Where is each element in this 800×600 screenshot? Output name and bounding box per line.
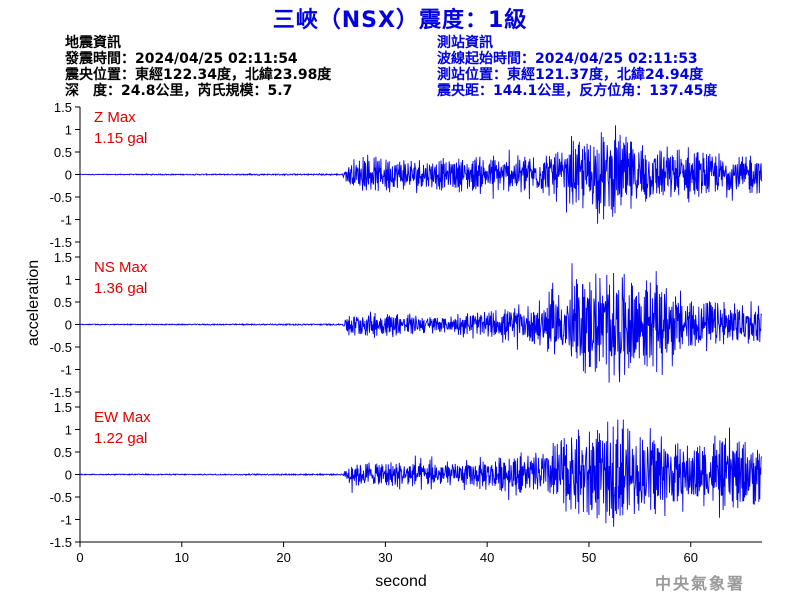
y-tick-label: 0.5 [54,445,72,460]
x-axis-title: second [375,573,427,590]
event-info-block: 地震資訊 發震時間：2024/04/25 02:11:54 震央位置：東經122… [65,35,331,99]
x-tick-label: 20 [276,550,290,565]
page-title: 三峽（NSX）震度：1級 [272,8,528,33]
y-tick-label: -1.5 [50,235,72,250]
y-tick-label: -1.5 [50,535,72,550]
y-tick-label: 0.5 [54,295,72,310]
origin-time: 發震時間：2024/04/25 02:11:54 [65,51,298,67]
station-location: 測站位置：東經121.37度，北緯24.94度 [437,67,704,83]
y-tick-label: 1.5 [54,100,72,115]
epicentral-distance: 震央距：144.1公里，反方位角：137.45度 [437,83,718,99]
waveform-ew [79,419,763,527]
y-tick-label: 1.5 [54,250,72,265]
x-tick-label: 60 [684,550,698,565]
panel-max-z: 1.15 gal [94,130,147,147]
epicenter-location: 震央位置：東經122.34度，北緯23.98度 [65,67,332,83]
y-tick-label: 0 [65,318,72,333]
agency-logo-text: 中央氣象署 [655,574,746,593]
waveform-z [79,125,763,224]
y-tick-label: 0 [65,468,72,483]
y-tick-label: -1 [60,363,72,378]
x-tick-label: 10 [175,550,189,565]
x-tick-label: 30 [378,550,392,565]
x-tick-label: 0 [76,550,83,565]
x-tick-label: 40 [480,550,494,565]
wave-start-time: 波線起始時間：2024/04/25 02:11:53 [437,51,698,67]
y-tick-label: -1 [60,513,72,528]
y-tick-label: -1 [60,213,72,228]
panel-label-ns: NS Max [94,259,148,276]
y-tick-label: -0.5 [50,190,72,205]
y-tick-label: 1.5 [54,400,72,415]
panel-max-ew: 1.22 gal [94,430,147,447]
station-info-heading: 測站資訊 [437,35,493,51]
y-tick-label: 1 [65,123,72,138]
y-tick-label: -0.5 [50,340,72,355]
y-tick-label: 0.5 [54,145,72,160]
y-tick-label: -1.5 [50,385,72,400]
station-info-block: 測站資訊 波線起始時間：2024/04/25 02:11:53 測站位置：東經1… [437,35,717,99]
panel-label-ew: EW Max [94,409,151,426]
y-axis-title: acceleration [25,260,42,346]
y-tick-label: 1 [65,423,72,438]
event-info-heading: 地震資訊 [65,35,121,51]
waveform-ns [79,263,763,383]
panel-label-z: Z Max [94,109,136,126]
x-tick-label: 50 [582,550,596,565]
panel-max-ns: 1.36 gal [94,280,147,297]
y-tick-label: 1 [65,273,72,288]
depth-magnitude: 深 度：24.8公里，芮氏規模：5.7 [65,83,293,99]
y-tick-label: -0.5 [50,490,72,505]
y-tick-label: 0 [65,168,72,183]
